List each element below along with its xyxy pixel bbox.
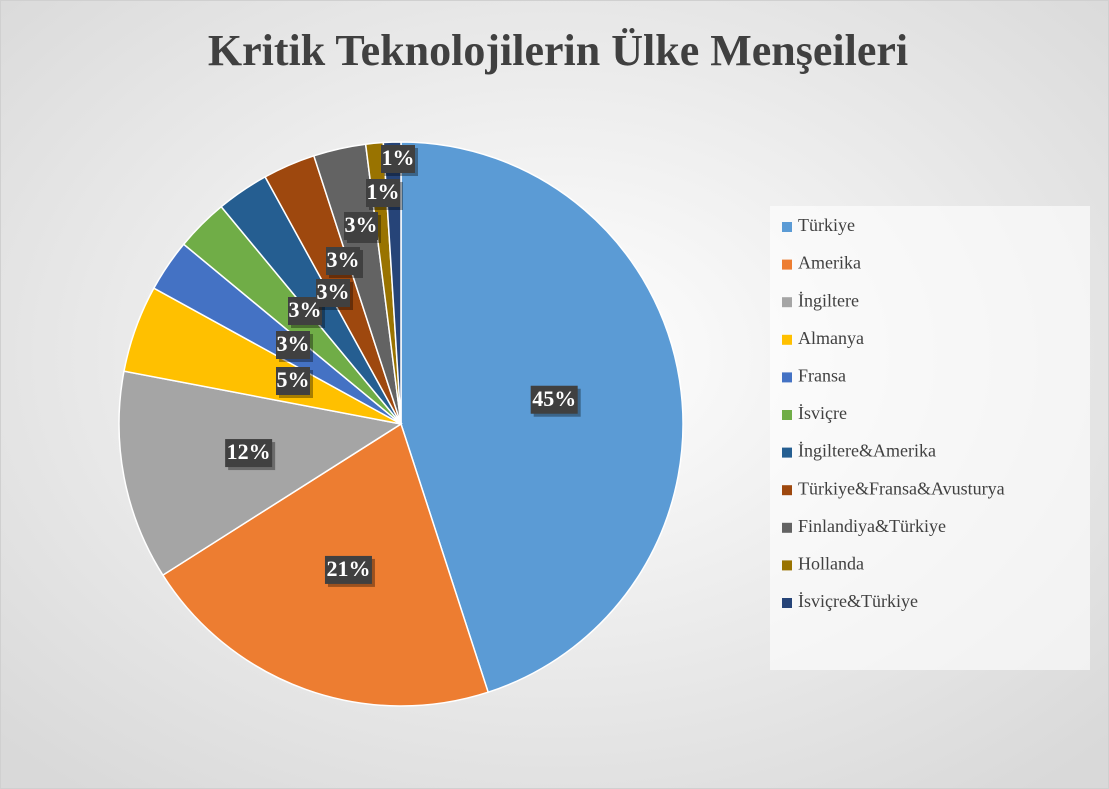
data-label: 3%: [277, 331, 310, 356]
data-label-box: [276, 331, 310, 359]
legend-label: İngiltere: [798, 290, 859, 310]
legend-swatch: [782, 598, 792, 608]
chart-title: Kritik Teknolojilerin Ülke Menşeileri: [208, 26, 908, 75]
data-label: 1%: [382, 145, 415, 170]
legend-label: Türkiye: [798, 215, 855, 235]
data-label-box: [324, 555, 372, 584]
legend-swatch: [782, 447, 792, 458]
legend-swatch: [782, 410, 792, 420]
legend-label: İsviçre: [798, 403, 847, 423]
data-label-box: [326, 247, 360, 275]
legend-swatch: [782, 560, 792, 571]
legend-swatch: [782, 372, 792, 383]
legend-label: Hollanda: [798, 554, 864, 574]
legend-box: [770, 206, 1090, 670]
legend-swatch: [782, 259, 792, 270]
legend-swatch: [782, 522, 792, 533]
data-label: 21%: [326, 556, 370, 581]
data-label-box: [316, 279, 350, 307]
legend-label: İsviçre&Türkiye: [798, 591, 918, 611]
data-label-box: [381, 145, 415, 173]
legend-swatch: [782, 297, 792, 308]
data-label: 3%: [317, 279, 350, 304]
data-label: 1%: [367, 179, 400, 204]
data-label-box: [225, 439, 273, 468]
data-label-box: [530, 385, 578, 414]
data-label: 3%: [327, 247, 360, 272]
legend-label: İngiltere&Amerika: [798, 441, 936, 461]
legend-swatch: [782, 334, 792, 345]
data-label: 3%: [345, 212, 378, 237]
legend-label: Fransa: [798, 366, 846, 386]
pie-slice: [382, 141, 402, 425]
legend-label: Almanya: [798, 328, 864, 348]
data-label-box: [344, 212, 378, 240]
legend-label: Finlandiya&Türkiye: [798, 516, 946, 536]
legend-swatch: [782, 222, 792, 232]
data-label: 5%: [277, 367, 310, 392]
pie-slice: [118, 370, 404, 577]
pie-slice: [400, 141, 684, 694]
legend-swatch: [782, 485, 792, 496]
legend-label: Türkiye&Fransa&Avusturya: [798, 478, 1005, 498]
data-label-box: [276, 367, 310, 395]
data-label: 45%: [532, 386, 576, 411]
data-label: 12%: [227, 439, 271, 464]
data-label-box: [366, 179, 400, 207]
legend-label: Amerika: [798, 253, 861, 273]
